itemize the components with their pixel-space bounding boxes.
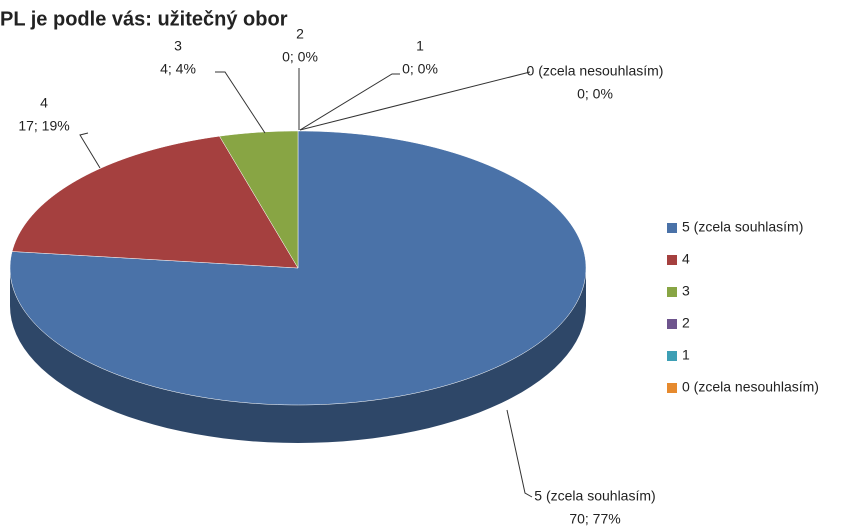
- leader-line: [299, 71, 531, 131]
- data-label-name: 3: [174, 38, 182, 54]
- data-label-name: 2: [296, 26, 304, 42]
- data-label-name: 4: [40, 95, 48, 111]
- data-label: 70; 77%: [569, 511, 620, 527]
- data-label: 4; 4%: [160, 61, 196, 77]
- slice: [11, 135, 299, 269]
- legend-label: 1: [682, 347, 690, 363]
- leader-line: [299, 73, 400, 131]
- legend-swatch: [667, 319, 677, 329]
- chart-title: PL je podle vás: užitečný obor: [0, 8, 288, 30]
- slice-side: [10, 268, 586, 443]
- data-label: 0; 0%: [282, 49, 318, 65]
- legend-swatch: [667, 223, 677, 233]
- legend-label: 4: [682, 251, 690, 267]
- legend-swatch: [667, 383, 677, 393]
- data-label-name: 1: [416, 38, 424, 54]
- legend-label: 2: [682, 315, 690, 331]
- slice: [219, 130, 299, 269]
- data-label-name: 0 (zcela nesouhlasím): [527, 63, 664, 79]
- data-label-name: 5 (zcela souhlasím): [534, 488, 655, 504]
- legend-swatch: [667, 255, 677, 265]
- leader-line: [506, 409, 533, 498]
- leader-line: [79, 132, 101, 169]
- data-label: 17; 19%: [18, 118, 69, 134]
- leader-line: [215, 71, 266, 134]
- legend-label: 3: [682, 283, 690, 299]
- legend-label: 0 (zcela nesouhlasím): [682, 379, 819, 395]
- data-label: 0; 0%: [577, 86, 613, 102]
- legend-swatch: [667, 351, 677, 361]
- data-label: 0; 0%: [402, 61, 438, 77]
- legend-label: 5 (zcela souhlasím): [682, 219, 803, 235]
- legend-swatch: [667, 287, 677, 297]
